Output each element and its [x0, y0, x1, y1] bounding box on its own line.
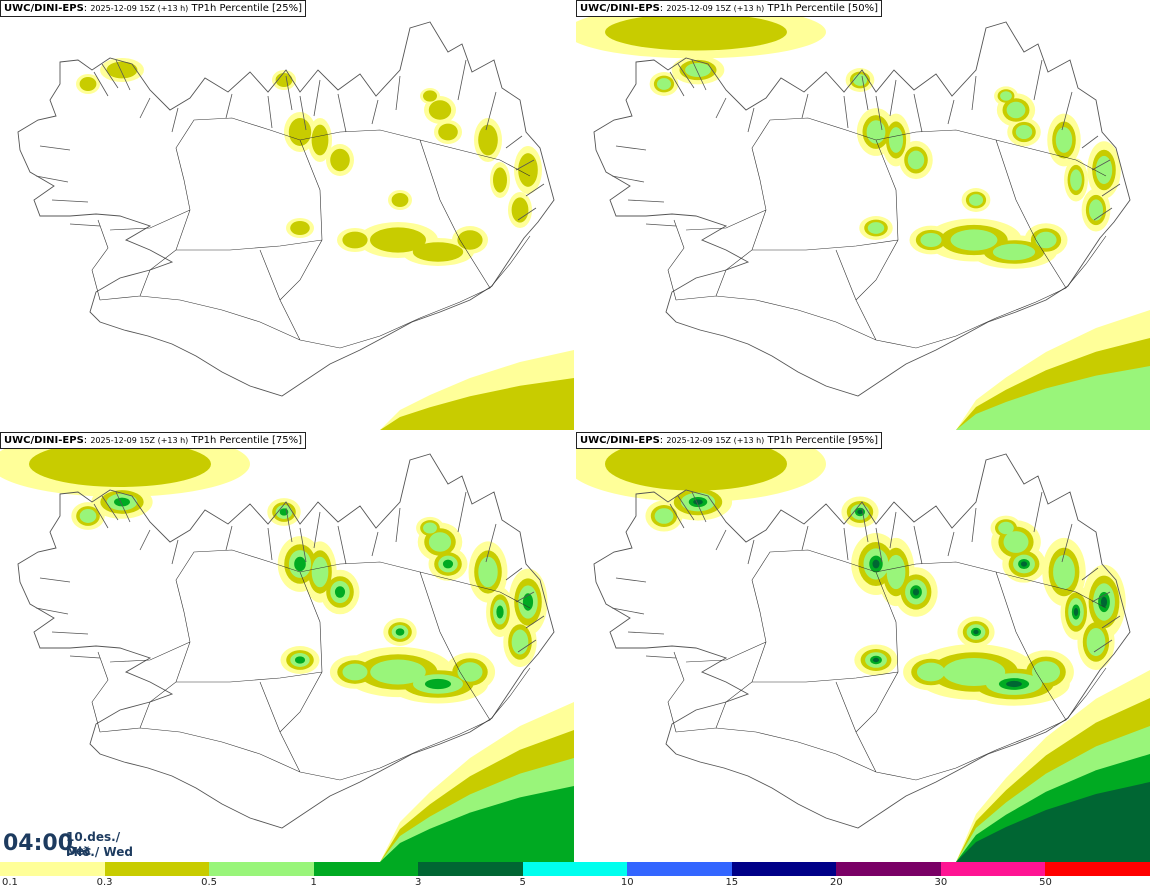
road-network [91, 549, 531, 781]
panel-field: TP1h Percentile [75%] [191, 435, 303, 446]
colorbar-segment [627, 862, 732, 876]
fjords [35, 491, 545, 659]
colorbar-label: 0.3 [96, 877, 113, 888]
precip-map [576, 432, 1150, 862]
map-panel-50: UWC/DINI-EPS: 2025-12-09 15Z (+13 h) TP1… [576, 0, 1150, 430]
panel-run: 2025-12-09 15Z (+13 h) [90, 436, 189, 445]
panel-source: UWC/DINI-EPS [580, 3, 660, 14]
panel-title: UWC/DINI-EPS: 2025-12-09 15Z (+13 h) TP1… [576, 0, 883, 17]
precipitation-colorbar [0, 862, 1150, 876]
panel-source: UWC/DINI-EPS [4, 3, 84, 14]
fjords [611, 59, 1121, 227]
coastline [593, 453, 1131, 829]
road-network [667, 549, 1107, 781]
precip-level-1 [605, 13, 1150, 430]
valid-date-line2: Mið./ Wed [66, 845, 133, 859]
colorbar-label: 50 [1039, 877, 1052, 888]
colorbar-label: 20 [829, 877, 843, 888]
panel-title: UWC/DINI-EPS: 2025-12-09 15Z (+13 h) TP1… [0, 432, 307, 449]
colorbar-label: 15 [725, 877, 739, 888]
precip-level-3 [114, 497, 574, 862]
road-network [667, 117, 1107, 349]
panel-field: TP1h Percentile [95%] [767, 435, 879, 446]
colorbar-label: 10 [620, 877, 634, 888]
map-panel-75: UWC/DINI-EPS: 2025-12-09 15Z (+13 h) TP1… [0, 432, 574, 862]
precip-level-2 [656, 62, 1150, 430]
coastline [17, 21, 555, 397]
panel-source: UWC/DINI-EPS [4, 435, 84, 446]
colorbar-segment [313, 862, 419, 876]
colorbar-labels: 0.1 0.3 0.5 1 3 5 10 15 20 30 50 [0, 877, 1150, 891]
precip-level-0 [76, 58, 574, 430]
colorbar-segment [1045, 862, 1150, 876]
colorbar-segment [418, 862, 523, 876]
colorbar-label: 3 [414, 877, 422, 888]
colorbar-segment [0, 862, 105, 876]
colorbar-label: 30 [934, 877, 948, 888]
panel-run: 2025-12-09 15Z (+13 h) [666, 4, 765, 13]
map-panel-25: UWC/DINI-EPS: 2025-12-09 15Z (+13 h) TP1… [0, 0, 574, 430]
valid-time: 04:00 [3, 831, 74, 856]
panel-source: UWC/DINI-EPS [580, 435, 660, 446]
precip-map [576, 5, 1150, 430]
panel-divider-horizontal [0, 430, 1150, 432]
precip-level-4 [693, 499, 1150, 862]
panel-field: TP1h Percentile [50%] [767, 3, 879, 14]
valid-date-line1: 10.des./ Dec [66, 830, 121, 858]
colorbar-segment [836, 862, 941, 876]
fjords [35, 59, 545, 227]
panel-run: 2025-12-09 15Z (+13 h) [90, 4, 189, 13]
precip-map [17, 21, 574, 430]
road-network [91, 117, 531, 349]
colorbar-segment [940, 862, 1046, 876]
coastline [17, 453, 555, 829]
colorbar-segment [209, 862, 314, 876]
valid-time-box: 04:00 10.des./ Dec Mið./ Wed [0, 826, 134, 862]
colorbar-label: 5 [519, 877, 526, 888]
panel-run: 2025-12-09 15Z (+13 h) [666, 436, 765, 445]
colorbar-label: 1 [310, 877, 317, 888]
coastline [593, 21, 1131, 397]
colorbar-label: 0.1 [2, 877, 18, 888]
colorbar-segment [731, 862, 837, 876]
panel-title: UWC/DINI-EPS: 2025-12-09 15Z (+13 h) TP1… [0, 0, 307, 17]
colorbar-label: 0.5 [201, 877, 218, 888]
colorbar-segment [104, 862, 210, 876]
fjords [611, 491, 1121, 659]
panel-title: UWC/DINI-EPS: 2025-12-09 15Z (+13 h) TP1… [576, 432, 883, 449]
precip-level-1 [79, 61, 574, 430]
precip-map [0, 432, 574, 862]
colorbar-segment [522, 862, 628, 876]
panel-field: TP1h Percentile [25%] [191, 3, 303, 14]
map-panel-95: UWC/DINI-EPS: 2025-12-09 15Z (+13 h) TP1… [576, 432, 1150, 862]
